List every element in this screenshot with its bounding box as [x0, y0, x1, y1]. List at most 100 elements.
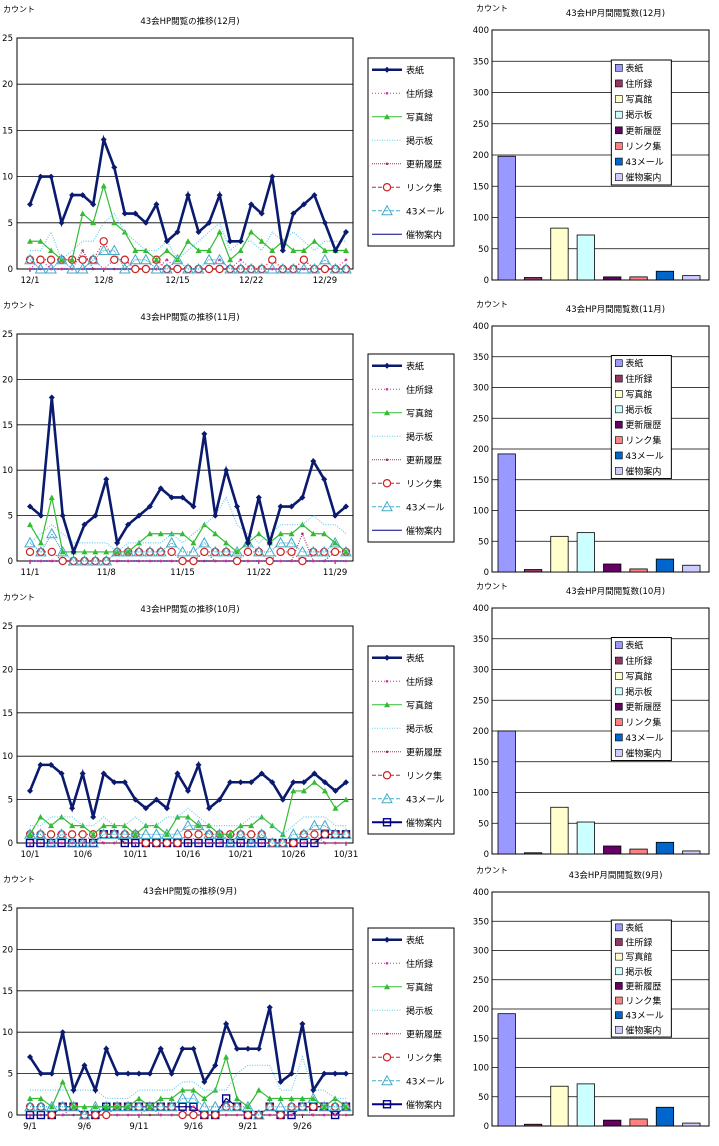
chart2-point [173, 838, 182, 848]
chart3-point [343, 1103, 349, 1110]
chart2-point [111, 779, 118, 786]
chart3-point [189, 1110, 198, 1120]
chart5-legend-label: 更新履歴 [625, 419, 661, 431]
chart2-point [195, 822, 202, 829]
chart2-point [39, 841, 42, 845]
chart2-point [308, 819, 321, 831]
chart7-legend-swatch [615, 1011, 623, 1019]
chart0-point [87, 253, 100, 265]
chart3-point [285, 1100, 298, 1112]
chart1-point [125, 548, 132, 555]
chart6-ytick-label: 0 [484, 850, 489, 860]
chart2-plot-area [16, 625, 354, 844]
chart3-title: 43会HP閲覧の推移(9月) [143, 886, 237, 897]
chart2-point [27, 787, 33, 794]
chart1-xtick-label: 11/15 [170, 568, 195, 578]
chart3-point [310, 1095, 317, 1101]
chart1-point [274, 536, 287, 548]
chart6-legend-label: 住所録 [625, 655, 652, 667]
chart4-ylabel: カウント [476, 4, 508, 13]
chart1-plot-area [16, 333, 354, 562]
chart0-point [258, 210, 265, 217]
chart3-point [47, 1110, 56, 1120]
chart1-point [252, 545, 265, 557]
chart3-point [103, 1045, 110, 1052]
chart6-ytick-label: 200 [473, 727, 489, 737]
chart1-point [126, 559, 130, 563]
chart0-point [118, 262, 131, 274]
chart7-legend-label: 更新履歴 [625, 980, 661, 992]
chart0-point [45, 262, 57, 274]
chart2-legend-sample-marker [385, 679, 389, 683]
chart1-point [81, 548, 88, 555]
chart2-point [118, 828, 131, 839]
chart6-legend-label: 更新履歴 [625, 701, 661, 713]
chart3-legend [367, 927, 455, 1117]
chart3-legend-sample-marker [381, 1074, 393, 1086]
chart2-legend-label: 催物案内 [406, 817, 442, 829]
chart2-point [332, 805, 339, 811]
chart0-series-line [29, 249, 346, 270]
chart1-point [187, 545, 200, 557]
chart0-point [311, 238, 318, 244]
chart0-point [182, 262, 194, 274]
chart1-point [48, 394, 55, 401]
chart2-point [37, 761, 44, 768]
chart1-point [58, 556, 67, 566]
chart0-point [173, 264, 182, 274]
chart1-series-0 [27, 394, 349, 556]
chart0-point [142, 219, 149, 226]
chart0-point [129, 253, 142, 265]
chart3-point [146, 1070, 153, 1077]
chart1-point [290, 559, 293, 563]
chart5-ylabel: カウント [476, 300, 508, 309]
chart3-legend-sample-marker [385, 1032, 389, 1036]
chart1-point [89, 554, 102, 566]
chart0-point [90, 219, 97, 226]
chart0-point [195, 247, 202, 254]
chart4-bar [603, 276, 622, 281]
chart0-title: 43会HP閲覧の推移(12月) [140, 16, 239, 27]
chart4-ytick-label: 250 [473, 120, 489, 130]
chart3-point [301, 1113, 304, 1117]
chart0-point [224, 262, 236, 274]
chart4-title: 43会HP月間閲覧数(12月) [566, 8, 665, 19]
chart1-legend-sample-marker [385, 387, 389, 391]
chart5-ytick-label: 0 [484, 568, 489, 578]
chart0-point [192, 262, 205, 274]
chart1-series-line [29, 496, 347, 553]
chart6-legend-swatch [615, 733, 623, 742]
chart0-point [298, 262, 310, 274]
chart2-point [224, 836, 236, 848]
chart2-point [207, 841, 211, 845]
chart1-point [135, 539, 142, 546]
chart6-ytick-label: 150 [473, 758, 489, 768]
chart0-point [174, 229, 181, 236]
chart3-point [200, 1110, 209, 1120]
chart2-point [28, 841, 32, 845]
chart3-point [61, 1113, 64, 1117]
chart2-xtick-label: 10/11 [123, 850, 148, 860]
chart3-point [329, 1100, 341, 1112]
chart0-point [100, 182, 107, 189]
chart1-point [168, 494, 175, 501]
chart3-point [178, 1110, 187, 1120]
chart5-legend-label: リンク集 [625, 435, 661, 447]
chart0-point [266, 262, 279, 274]
chart7-bar [550, 1085, 569, 1127]
chart3-ytick-label: 20 [2, 945, 13, 955]
chart1-legend-sample-marker [381, 500, 393, 512]
chart2-series-line [30, 825, 346, 844]
chart4-ytick-label: 0 [484, 276, 489, 286]
chart2-point [334, 841, 337, 845]
bar-chart-december-svg: カウント 43会HP月間閲覧数(12月) 0 50 100 150 200 250 300 350… [473, 4, 710, 286]
chart2-xtick-label: 10/1 [20, 850, 39, 860]
chart0-legend-label: 写真館 [406, 111, 433, 123]
chart7-bar [523, 1123, 543, 1127]
chart1-legend-label: 催物案内 [406, 525, 442, 537]
chart0-point [140, 253, 152, 265]
chart4-bar [682, 275, 701, 281]
chart0-point [99, 237, 108, 246]
chart1-point [244, 539, 251, 546]
chart5-bar [550, 535, 569, 573]
